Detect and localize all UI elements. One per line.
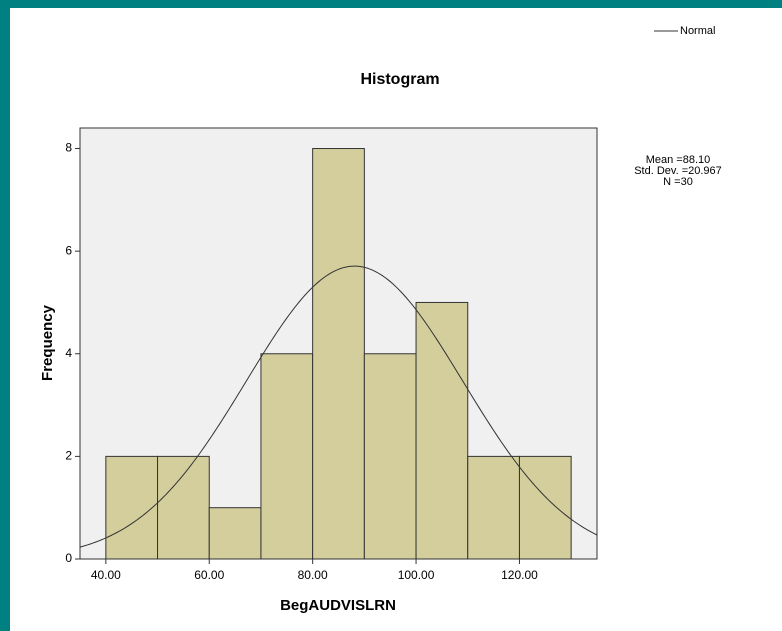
x-tick-label: 100.00 <box>398 568 435 582</box>
bar <box>467 455 520 560</box>
y-tick-label: 2 <box>65 449 72 463</box>
y-axis-label: Frequency <box>39 304 56 381</box>
x-axis-label: BegAUDVISLRN <box>280 597 396 614</box>
bar <box>415 301 469 560</box>
x-tick-label: 40.00 <box>91 568 121 582</box>
stat-sd: Std. Dev. =20.967 <box>634 165 722 177</box>
y-tick-label: 8 <box>65 141 72 155</box>
y-tick-label: 0 <box>65 551 72 565</box>
chart-title: Histogram <box>360 71 439 88</box>
x-tick-label: 60.00 <box>194 568 224 582</box>
y-tick-label: 6 <box>65 243 72 257</box>
normal-curve <box>79 265 598 548</box>
bar <box>260 353 314 560</box>
stat-mean: Mean =88.10 <box>646 154 711 166</box>
bar <box>105 455 159 560</box>
x-tick-label: 120.00 <box>501 568 538 582</box>
bar <box>518 455 572 560</box>
bar <box>363 353 417 560</box>
y-tick-label: 4 <box>65 346 72 360</box>
stat-n: N =30 <box>663 176 693 188</box>
x-tick-label: 80.00 <box>298 568 328 582</box>
legend-label: Normal <box>680 25 715 37</box>
bar <box>157 455 210 560</box>
bar <box>208 507 262 560</box>
bar <box>312 148 365 560</box>
